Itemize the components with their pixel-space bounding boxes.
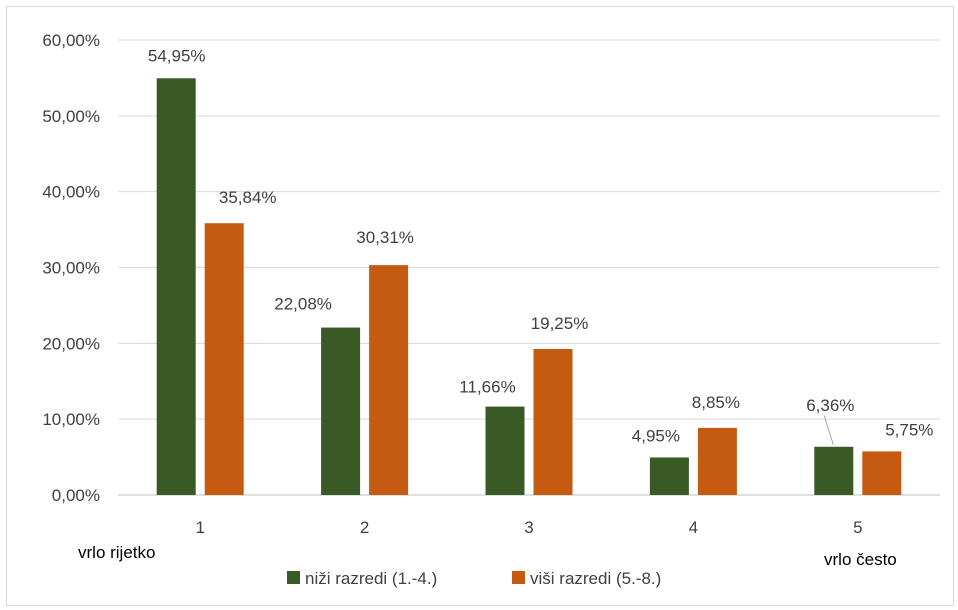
data-label: 11,66% [459,378,515,397]
y-tick-label: 20,00% [42,334,100,353]
legend-swatch-nizi [287,571,300,584]
x-tick-label: 4 [689,518,698,537]
bar-visi-2 [369,265,409,495]
bar-visi-4 [697,427,737,495]
y-tick-label: 40,00% [42,183,100,202]
bar-nizi-5 [814,446,854,495]
bar-visi-3 [533,349,573,495]
data-label: 54,95% [148,46,206,65]
data-label: 19,25% [531,314,589,333]
data-label: 30,31% [356,228,414,247]
data-label: 4,95% [632,426,680,445]
bar-nizi-3 [485,406,525,495]
x-tick-label: 3 [524,518,533,537]
y-tick-label: 50,00% [42,107,100,126]
data-label: 6,36% [806,396,854,415]
y-axis: 0,00% 10,00% 20,00% 30,00% 40,00% 50,00% 60,00… [42,31,100,505]
y-tick-label: 10,00% [42,410,100,429]
bars [156,78,902,496]
bar-nizi-4 [649,457,689,495]
legend-label-nizi: niži razredi (1.-4.) [305,569,437,588]
legend-label-visi: viši razredi (5.-8.) [530,569,661,588]
bar-visi-1 [204,223,244,496]
legend: niži razredi (1.-4.) viši razredi (5.-8.… [287,569,661,588]
data-labels: 54,95% 22,08% 11,66% 4,95% 6,36% 35,84% 30,31%… [148,46,934,445]
scale-low-label: vrlo rijetko [78,543,155,562]
x-tick-label: 1 [195,518,204,537]
y-tick-label: 0,00% [52,486,100,505]
scale-high-label: vrlo često [824,550,897,569]
data-label: 35,84% [219,188,277,207]
x-axis: 1 2 3 4 5 [195,518,862,537]
bar-nizi-1 [156,78,196,495]
label-leader-line [823,415,834,445]
bar-visi-5 [862,451,902,495]
x-tick-label: 2 [360,518,369,537]
y-tick-label: 60,00% [42,31,100,50]
bar-nizi-2 [321,327,361,495]
x-tick-label: 5 [853,518,862,537]
data-label: 8,85% [692,393,740,412]
data-label: 5,75% [885,420,933,439]
legend-swatch-visi [512,571,525,584]
gridlines [118,39,940,496]
y-tick-label: 30,00% [42,259,100,278]
data-label: 22,08% [274,295,332,314]
